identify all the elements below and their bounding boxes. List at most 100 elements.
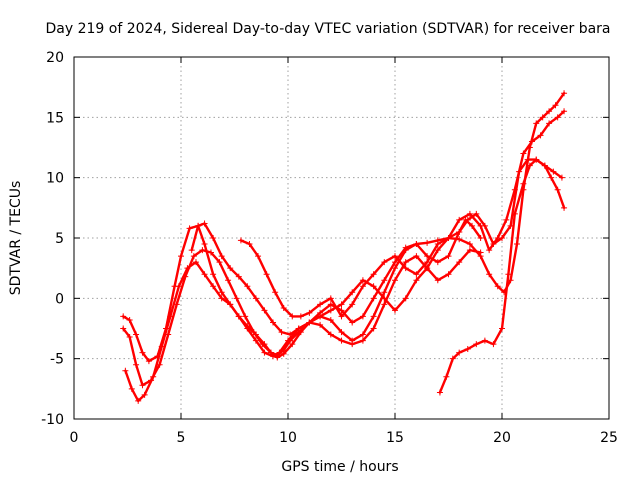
data-point [413, 253, 420, 260]
data-point [370, 313, 377, 320]
data-point [381, 295, 388, 302]
x-tick-label: 5 [177, 430, 186, 446]
data-point [520, 150, 527, 157]
data-point [424, 259, 431, 266]
data-point [449, 355, 456, 362]
data-point [413, 277, 420, 284]
series-line [239, 158, 564, 318]
data-point [548, 174, 555, 181]
data-point [392, 265, 398, 272]
data-point [141, 391, 148, 398]
data-point [370, 295, 377, 302]
data-point [246, 241, 253, 248]
data-point [561, 204, 568, 211]
data-point [392, 253, 398, 260]
data-point [477, 235, 484, 241]
data-point [516, 168, 523, 175]
data-series [120, 90, 568, 404]
data-point [139, 349, 146, 356]
data-point [473, 341, 480, 348]
data-point [259, 341, 266, 348]
data-point [261, 307, 268, 314]
data-point [486, 247, 493, 254]
data-point [443, 373, 450, 380]
data-point [195, 222, 202, 229]
data-point [558, 174, 565, 181]
data-point [244, 283, 251, 290]
data-point [469, 222, 476, 229]
data-point [237, 237, 244, 244]
data-point [216, 259, 223, 266]
data-point [135, 397, 142, 404]
data-point [561, 90, 568, 97]
series-line [438, 158, 566, 394]
data-point [503, 216, 510, 223]
data-point [550, 168, 557, 175]
data-point [370, 283, 377, 290]
data-point [242, 313, 249, 320]
data-point [424, 265, 431, 272]
data-point [327, 331, 334, 338]
data-point [120, 313, 127, 320]
data-point [392, 259, 398, 266]
data-point [233, 295, 240, 302]
data-point [190, 253, 197, 260]
data-point [546, 108, 553, 115]
data-point [445, 253, 452, 260]
data-point [227, 301, 234, 308]
data-point [128, 385, 135, 392]
data-point [434, 259, 441, 266]
data-point [481, 337, 488, 344]
x-tick-label: 10 [279, 430, 297, 446]
data-point [539, 114, 546, 121]
data-point [201, 241, 208, 248]
x-tick-label: 15 [386, 430, 404, 446]
data-point [280, 304, 287, 311]
data-point [201, 220, 208, 227]
data-point [359, 331, 366, 338]
data-point [490, 241, 497, 248]
data-point [158, 343, 165, 350]
data-point [218, 253, 225, 260]
data-point [218, 295, 225, 302]
data-point [126, 333, 133, 340]
data-point [381, 289, 388, 296]
data-point [184, 265, 191, 272]
data-point [499, 235, 505, 241]
data-point [338, 301, 345, 308]
data-point [207, 249, 214, 256]
data-point [210, 283, 217, 290]
y-tick-label: -5 [50, 352, 64, 368]
data-point [225, 277, 232, 284]
x-tick-label: 25 [600, 430, 618, 446]
data-point [188, 247, 195, 254]
data-point [297, 329, 304, 336]
data-point [359, 283, 366, 290]
data-point [192, 259, 199, 266]
data-point [473, 210, 480, 217]
data-point [210, 271, 217, 278]
data-point [456, 228, 463, 235]
data-point [280, 350, 287, 357]
data-point [402, 265, 409, 272]
data-point [133, 361, 140, 368]
data-point [186, 225, 193, 232]
data-point [456, 349, 463, 356]
data-point [445, 271, 452, 278]
data-point [434, 241, 441, 248]
data-point [552, 102, 559, 109]
data-point [554, 186, 561, 193]
data-point [349, 341, 356, 348]
data-point [381, 259, 388, 266]
data-point [554, 114, 561, 121]
data-point [270, 353, 277, 360]
data-point [289, 313, 296, 320]
data-point [306, 319, 313, 326]
data-point [486, 271, 493, 278]
data-point [126, 317, 133, 324]
data-point [436, 389, 443, 396]
data-point [424, 239, 431, 246]
data-point [261, 349, 268, 356]
data-point [235, 273, 242, 280]
